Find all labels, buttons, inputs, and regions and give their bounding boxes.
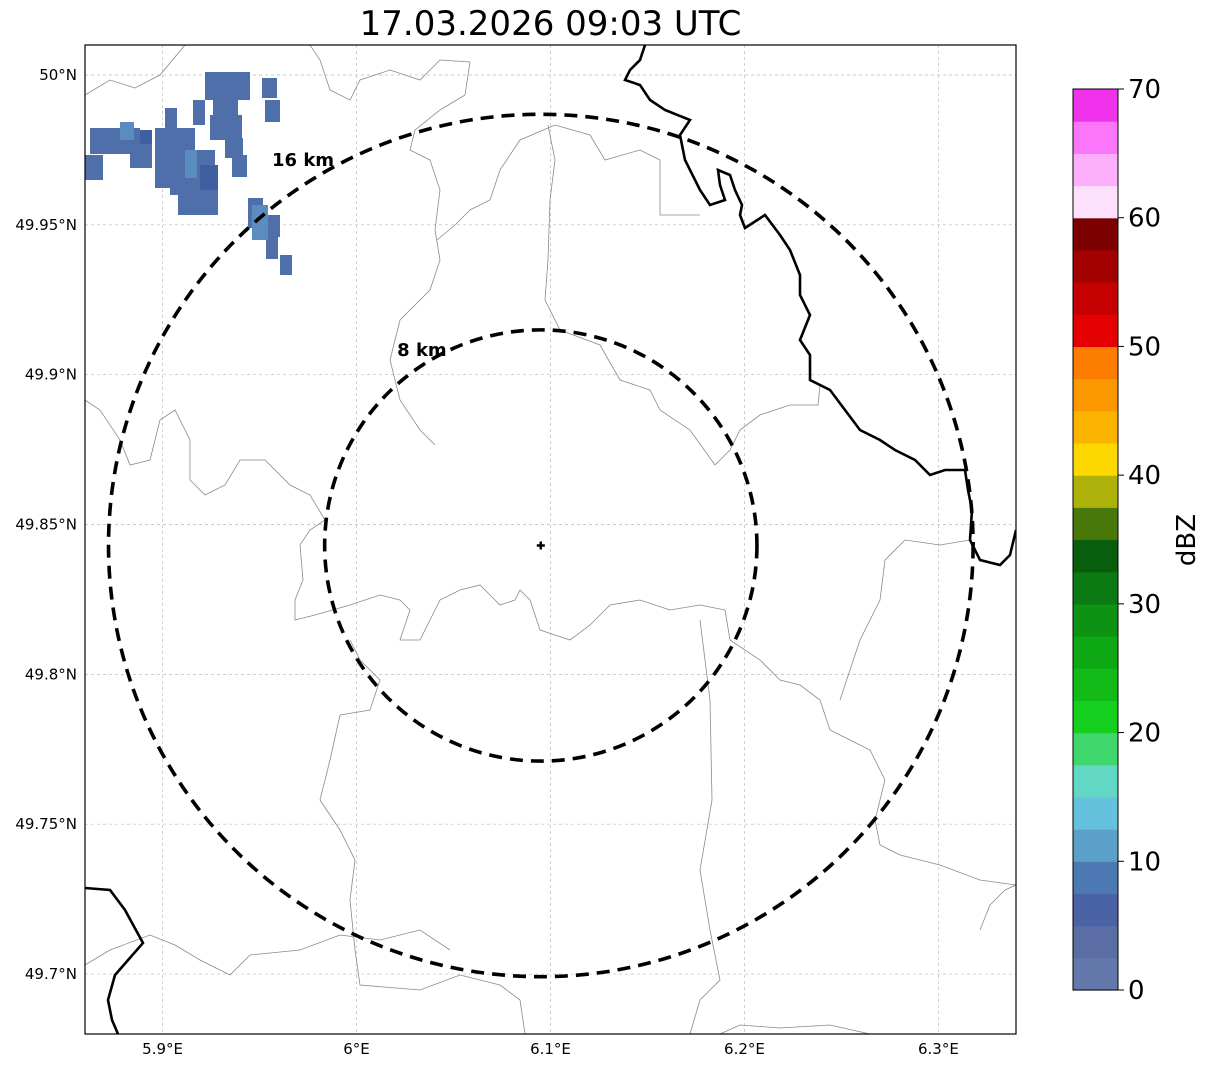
range-ring: [322, 328, 759, 763]
colorbar-tick-label: 40: [1128, 461, 1161, 491]
colorbar-tick-label: 20: [1128, 719, 1161, 749]
colorbar-tick-label: 70: [1128, 75, 1161, 105]
national-borders: [85, 45, 1016, 1034]
lon-tick-label: 6°E: [343, 1040, 370, 1058]
colorbar-segment: [1073, 636, 1118, 669]
colorbar-segment: [1073, 378, 1118, 412]
colorbar-tick-label: 10: [1128, 847, 1161, 877]
admin-boundaries: [85, 45, 1016, 1034]
colorbar-segment: [1073, 861, 1118, 895]
colorbar-segment: [1073, 764, 1118, 798]
lon-tick-label: 6.3°E: [918, 1040, 959, 1058]
echo-cell: [252, 205, 268, 240]
lon-tick-label: 6.1°E: [530, 1040, 571, 1058]
map-features: [85, 45, 1016, 1034]
echo-cell: [232, 155, 247, 177]
colorbar-segment: [1073, 185, 1118, 219]
echo-cell: [140, 130, 152, 144]
lat-tick-label: 49.95°N: [15, 216, 77, 234]
colorbar-tick-label: 50: [1128, 332, 1161, 362]
colorbar-segment: [1073, 249, 1118, 283]
colorbar-segment: [1073, 153, 1118, 187]
colorbar-segment: [1073, 603, 1118, 637]
graticule: [85, 45, 1016, 1034]
ring-labels: 8 km 16 km: [272, 150, 447, 361]
lat-tick-label: 49.9°N: [25, 366, 77, 384]
echo-cell: [280, 255, 292, 275]
colorbar-segment: [1073, 121, 1118, 154]
colorbar-segment: [1073, 668, 1118, 701]
colorbar-segment: [1073, 314, 1118, 348]
reflectivity-echoes: [85, 72, 292, 275]
colorbar-segment: [1073, 475, 1118, 508]
colorbar-segment: [1073, 571, 1118, 605]
axis-tick-labels: 5.9°E 6°E 6.1°E 6.2°E 6.3°E 50°N 49.95°N 49.9°N…: [15, 66, 959, 1058]
range-ring-label: 16 km: [272, 150, 334, 171]
lat-tick-label: 50°N: [39, 66, 77, 84]
colorbar-segment: [1073, 893, 1118, 927]
echo-cell: [265, 100, 280, 122]
range-ring-label: 8 km: [397, 340, 447, 361]
radar-site-marker: [536, 541, 545, 550]
lon-tick-label: 6.2°E: [724, 1040, 765, 1058]
chart-title: 17.03.2026 09:03 UTC: [359, 4, 742, 44]
colorbar: 0 10 20 30 40 50 60 70: [1072, 75, 1161, 1006]
lat-tick-label: 49.85°N: [15, 516, 77, 534]
colorbar-segment: [1073, 700, 1118, 734]
lat-tick-label: 49.7°N: [25, 965, 77, 983]
echo-cell: [85, 155, 103, 180]
range-ring: [106, 112, 975, 979]
range-rings: [106, 112, 975, 979]
colorbar-segment: [1073, 217, 1118, 251]
colorbar-tick-label: 60: [1128, 204, 1161, 234]
colorbar-frame: [1072, 88, 1119, 991]
colorbar-tick-label: 30: [1128, 590, 1161, 620]
echo-cell: [266, 235, 278, 259]
lat-tick-label: 49.8°N: [25, 665, 77, 683]
echo-cell: [210, 115, 242, 140]
lat-tick-label: 49.75°N: [15, 815, 77, 833]
echo-cell: [120, 122, 134, 140]
map-frame: [84, 44, 1017, 1035]
echo-cell: [130, 140, 152, 168]
colorbar-segment: [1073, 539, 1118, 573]
echo-cell: [185, 150, 197, 178]
colorbar-segment: [1073, 829, 1118, 862]
echo-cell: [178, 190, 218, 215]
colorbar-segment: [1073, 507, 1118, 541]
colorbar-label: dBZ: [1172, 514, 1202, 566]
echo-cell: [200, 165, 218, 190]
colorbar-segment: [1073, 957, 1118, 991]
colorbar-segment: [1073, 410, 1118, 444]
colorbar-segment: [1073, 732, 1118, 766]
colorbar-segment: [1073, 282, 1118, 315]
echo-cell: [165, 108, 177, 130]
echo-cell: [262, 78, 277, 98]
colorbar-tick-label: 0: [1128, 976, 1145, 1006]
colorbar-segment: [1073, 89, 1118, 122]
echo-cell: [225, 138, 243, 158]
colorbar-segment: [1073, 442, 1118, 476]
lon-tick-label: 5.9°E: [142, 1040, 183, 1058]
echo-cell: [193, 100, 205, 125]
colorbar-segment: [1073, 346, 1118, 380]
colorbar-segment: [1073, 796, 1118, 830]
colorbar-segment: [1073, 925, 1118, 959]
